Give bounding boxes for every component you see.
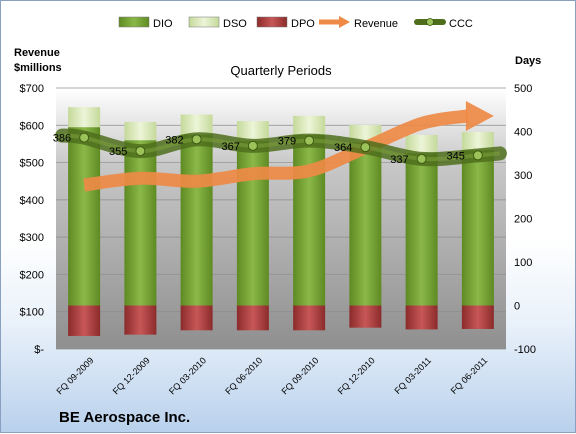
ccc-data-label: 367 [222,141,240,153]
revenue-series [83,100,494,192]
bar-dpo [68,305,101,336]
bar-dpo [180,305,213,331]
ccc-data-label: 364 [334,142,352,154]
bar-dso [68,107,101,128]
legend-swatch-arrowhead [339,16,350,28]
legend-label: DSO [223,18,247,30]
ccc-point [472,150,483,161]
ccc-point [416,153,427,164]
x-tick-label: FQ 03-2010 [167,355,208,396]
bar-dso [461,131,494,151]
right-tick-label: 300 [514,170,532,182]
legend-label: DIO [153,18,173,30]
left-axis-title-line2: $millions [14,62,62,74]
x-tick-label: FQ 03-2011 [392,355,433,396]
left-tick-label: $600 [20,120,44,132]
ccc-line-highlight [61,133,501,162]
bar-dpo [236,305,269,331]
right-tick-label: 200 [514,214,532,226]
bar-dio [124,140,157,306]
revenue-line [83,109,469,192]
right-axis-ticks: -100 0 100 200 300 400 500 [514,83,536,356]
right-tick-label: -100 [514,344,536,356]
left-tick-label: $- [34,344,44,356]
x-axis-ticks: FQ 09-2009 FQ 12-2009 FQ 03-2010 FQ 06-2010… [55,355,490,396]
revenue-arrowhead [465,100,494,131]
bar-dio [405,153,438,306]
ccc-point [247,140,258,151]
bar-dpo [461,305,494,329]
ccc-data-label: 386 [53,133,71,145]
right-axis-title: Days [515,55,541,67]
left-tick-label: $700 [20,83,44,95]
bar-dso [236,121,269,142]
ccc-data-label: 345 [447,150,465,162]
x-tick-label: FQ 12-2009 [111,355,152,396]
left-axis-title-line1: Revenue [14,47,60,59]
bar-dio [349,142,382,306]
ccc-data-label: 379 [278,136,296,148]
ccc-point [79,132,90,143]
bar-dpo [349,305,382,328]
ccc-point [360,142,371,153]
right-tick-label: 400 [514,127,532,139]
left-tick-label: $500 [20,158,44,170]
bar-dpo [293,305,326,331]
bar-dio [461,150,494,306]
ccc-data-label: 382 [165,134,183,146]
bar-dso [405,134,438,154]
bar-dso [293,115,326,135]
right-tick-label: 0 [514,301,520,313]
right-tick-label: 100 [514,257,532,269]
legend-swatch [256,16,288,28]
x-tick-label: FQ 09-2009 [55,355,96,396]
legend-swatch [188,16,220,28]
left-tick-label: $100 [20,307,44,319]
ccc-series: 386 355 382 367 379 364 337 345 [53,128,507,167]
bar-dso [180,114,213,135]
ccc-data-label: 337 [390,154,408,166]
x-tick-label: FQ 09-2010 [280,355,321,396]
bar-dio [68,127,101,306]
legend-swatch [118,16,150,28]
chart-title: Quarterly Periods [230,63,332,78]
left-tick-label: $400 [20,195,44,207]
legend: DIO DSO DPO Revenue CCC [118,16,473,30]
plot-area [56,88,506,349]
x-tick-label: FQ 06-2010 [223,355,264,396]
legend-label: CCC [449,18,473,30]
x-tick-label: FQ 06-2011 [449,355,490,396]
ccc-point [191,134,202,145]
bar-dio [236,141,269,306]
left-tick-label: $300 [20,232,44,244]
bar-dpo [124,305,157,335]
right-tick-label: 500 [514,83,532,95]
ccc-point [135,146,146,157]
left-tick-label: $200 [20,269,44,281]
ccc-point [304,135,315,146]
left-axis-ticks: $- $100 $200 $300 $400 $500 $600 $700 [20,83,45,356]
company-name: BE Aerospace Inc. [59,409,190,426]
x-tick-label: FQ 12-2010 [336,355,377,396]
legend-label: DPO [291,18,315,30]
bar-dso [124,121,157,141]
bar-dio [180,134,213,306]
ccc-data-label: 355 [109,146,127,158]
legend-label: Revenue [354,18,398,30]
bar-dpo [405,305,438,330]
legend-swatch-marker [426,18,434,26]
